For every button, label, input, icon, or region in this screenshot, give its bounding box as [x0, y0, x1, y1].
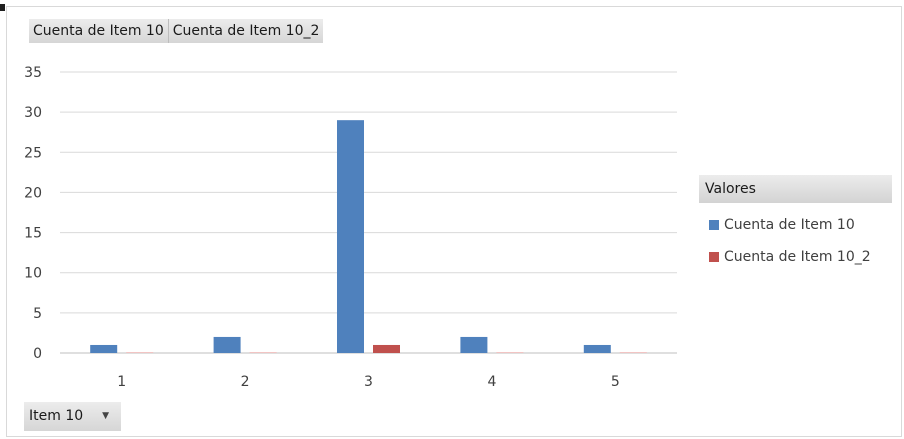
- chevron-down-icon: ▼: [102, 411, 109, 421]
- y-tick-label: 15: [24, 226, 42, 242]
- y-tick-label: 5: [33, 306, 42, 322]
- bar-series-2-cat-2: [249, 352, 277, 353]
- bar-series-1-cat-4: [460, 336, 488, 353]
- x-tick-label: 1: [117, 374, 126, 390]
- legend-swatch-series-2: [709, 252, 719, 262]
- bar-series-1-cat-3: [337, 120, 364, 354]
- legend-title[interactable]: Valores: [699, 175, 892, 203]
- legend[interactable]: Valores Cuenta de Item 10 Cuenta de Item…: [699, 175, 892, 267]
- bar-series-1-cat-2: [213, 336, 241, 353]
- field-button-cuenta-item-10[interactable]: Cuenta de Item 10: [29, 19, 169, 43]
- bar-series-2-cat-4: [496, 352, 524, 353]
- y-tick-label: 0: [33, 346, 42, 362]
- y-tick-label: 35: [24, 65, 42, 81]
- bar-series-1-cat-5: [583, 344, 611, 353]
- axis-field-label: Item 10: [29, 408, 84, 424]
- y-tick-label: 10: [24, 266, 42, 282]
- legend-swatch-series-1: [709, 220, 719, 230]
- bar-series-2-cat-5: [619, 352, 647, 353]
- x-tick-label: 2: [241, 374, 250, 390]
- bar-series-1-cat-1: [90, 344, 118, 353]
- axis-field-filter-button[interactable]: Item 10 ▼: [24, 402, 121, 431]
- x-tick-label: 5: [611, 374, 620, 390]
- y-tick-label: 25: [24, 145, 42, 161]
- corner-marker: [0, 4, 5, 11]
- legend-label-series-2: Cuenta de Item 10_2: [724, 249, 871, 265]
- y-tick-label: 20: [24, 185, 42, 201]
- x-tick-label: 3: [364, 374, 373, 390]
- y-tick-label: 30: [24, 105, 42, 121]
- legend-item-series-2[interactable]: Cuenta de Item 10_2: [699, 247, 892, 267]
- legend-label-series-1: Cuenta de Item 10: [724, 217, 855, 233]
- legend-item-series-1[interactable]: Cuenta de Item 10: [699, 215, 892, 235]
- field-button-cuenta-item-10-2[interactable]: Cuenta de Item 10_2: [168, 19, 324, 43]
- value-field-buttons: Cuenta de Item 10 Cuenta de Item 10_2: [29, 19, 324, 43]
- x-tick-label: 4: [487, 374, 496, 390]
- chart-area[interactable]: [6, 6, 902, 437]
- bar-series-2-cat-1: [126, 352, 154, 353]
- bar-series-2-cat-3: [373, 344, 400, 353]
